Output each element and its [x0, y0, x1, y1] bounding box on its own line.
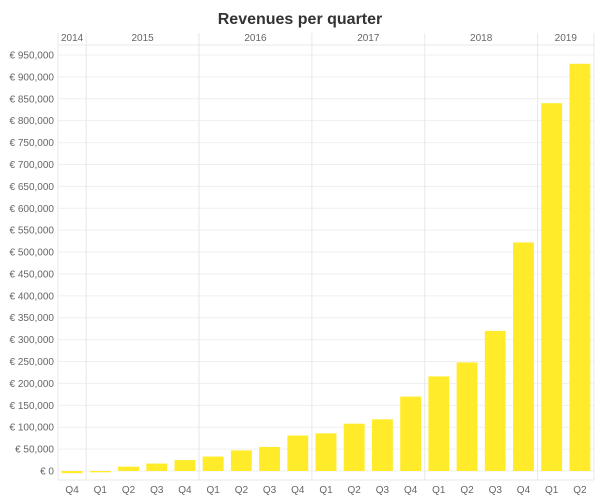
x-tick-label: Q2: [573, 485, 587, 496]
year-header: 2014 2015 2016 2017 2018 2019: [61, 33, 577, 44]
x-tick-label: Q2: [235, 485, 249, 496]
x-tick-label: Q4: [65, 485, 79, 496]
y-tick-label: € 850,000: [10, 94, 55, 105]
bar[interactable]: [484, 330, 506, 471]
y-tick-label: € 50,000: [15, 445, 54, 456]
x-tick-label: Q1: [545, 485, 559, 496]
x-tick-label: Q2: [348, 485, 362, 496]
y-tick-label: € 300,000: [10, 335, 55, 346]
bar[interactable]: [118, 466, 139, 471]
x-tick-label: Q1: [206, 485, 220, 496]
y-tick-label: € 750,000: [10, 138, 55, 149]
x-tick-label: Q3: [150, 485, 164, 496]
x-tick-label: Q2: [460, 485, 474, 496]
bar[interactable]: [541, 103, 563, 471]
y-tick-label: € 450,000: [10, 269, 55, 280]
x-tick-label: Q4: [178, 485, 192, 496]
x-tick-label: Q3: [376, 485, 390, 496]
bar[interactable]: [259, 446, 281, 471]
chart-title: Revenues per quarter: [218, 11, 383, 28]
y-tick-label: € 500,000: [10, 248, 55, 259]
bar[interactable]: [202, 456, 224, 471]
bar[interactable]: [371, 419, 393, 471]
x-tick-label: Q4: [404, 485, 418, 496]
bar[interactable]: [428, 376, 450, 471]
y-tick-label: € 950,000: [10, 51, 55, 62]
year-label: 2018: [470, 33, 493, 44]
y-tick-label: € 100,000: [10, 423, 55, 434]
x-tick-label: Q4: [291, 485, 305, 496]
x-tick-label: Q1: [94, 485, 108, 496]
bar[interactable]: [61, 471, 83, 474]
y-tick-label: € 550,000: [10, 226, 55, 237]
y-tick-label: € 600,000: [10, 204, 55, 215]
x-axis-ticks: Q4 Q1 Q2 Q3 Q4 Q1 Q2 Q3 Q4 Q1 Q2 Q3 Q4 Q1 Q2 Q3 Q4 Q1 Q2: [65, 485, 587, 496]
x-tick-label: Q2: [122, 485, 136, 496]
y-tick-label: € 0: [40, 467, 54, 478]
bars: [61, 63, 591, 474]
bar[interactable]: [174, 460, 196, 471]
bar[interactable]: [146, 463, 168, 471]
x-tick-label: Q4: [517, 485, 531, 496]
y-tick-label: € 200,000: [10, 379, 55, 390]
year-label: 2017: [357, 33, 380, 44]
grid-lines: [57, 33, 595, 481]
bar[interactable]: [400, 396, 422, 471]
y-tick-label: € 700,000: [10, 160, 55, 171]
x-tick-label: Q1: [319, 485, 333, 496]
bar[interactable]: [513, 242, 534, 471]
y-tick-label: € 250,000: [10, 357, 55, 368]
year-label: 2016: [244, 33, 267, 44]
x-tick-label: Q1: [432, 485, 446, 496]
x-tick-label: Q3: [263, 485, 277, 496]
bar[interactable]: [287, 435, 309, 471]
y-tick-label: € 150,000: [10, 401, 55, 412]
y-axis-ticks: € 0 € 50,000 € 100,000 € 150,000 € 200,000 € …: [10, 51, 55, 478]
x-tick-label: Q3: [489, 485, 503, 496]
bar[interactable]: [315, 433, 337, 471]
y-tick-label: € 650,000: [10, 182, 55, 193]
y-tick-label: € 350,000: [10, 313, 55, 324]
year-label: 2015: [132, 33, 155, 44]
y-tick-label: € 900,000: [10, 72, 55, 83]
bar[interactable]: [456, 362, 478, 471]
year-label: 2014: [61, 33, 84, 44]
year-label: 2019: [555, 33, 578, 44]
bar[interactable]: [230, 450, 252, 471]
y-tick-label: € 800,000: [10, 116, 55, 127]
bar[interactable]: [343, 423, 365, 471]
bar[interactable]: [89, 471, 111, 473]
bar[interactable]: [569, 63, 591, 471]
y-tick-label: € 400,000: [10, 291, 55, 302]
